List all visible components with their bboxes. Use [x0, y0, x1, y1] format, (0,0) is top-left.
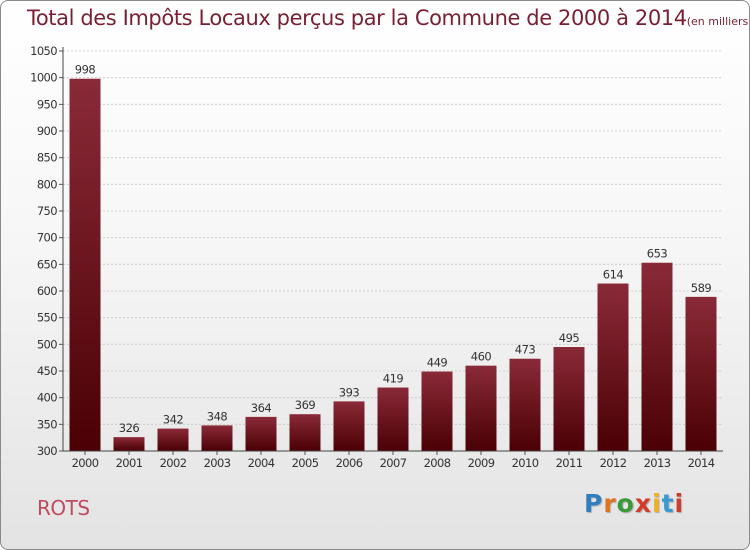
y-tick-label: 700: [37, 231, 57, 245]
data-label: 473: [515, 343, 536, 357]
data-label: 393: [339, 385, 360, 399]
x-tick-label: 2011: [556, 456, 583, 470]
y-tick-label: 350: [37, 417, 57, 431]
data-label: 653: [647, 247, 668, 261]
chart-title-text: Total des Impôts Locaux perçus par la Co…: [27, 6, 687, 30]
y-tick-label: 400: [37, 391, 57, 405]
data-label: 326: [119, 421, 140, 435]
data-label: 998: [75, 63, 96, 77]
bar-2001: [113, 437, 145, 451]
y-tick-label: 300: [37, 444, 57, 458]
commune-name: ROTS: [37, 496, 90, 520]
x-tick-label: 2010: [512, 456, 539, 470]
logo-letter: t: [661, 489, 675, 518]
bar-2012: [597, 283, 629, 451]
data-label: 589: [691, 281, 712, 295]
y-axis-ticks: 300 350 400 450 500 550 600 650 700 750 800 850 900 9…: [30, 44, 63, 458]
bar-2007: [377, 387, 409, 451]
data-label: 342: [163, 413, 184, 427]
x-tick-label: 2012: [600, 456, 627, 470]
y-tick-label: 900: [37, 124, 57, 138]
data-label: 449: [427, 356, 448, 370]
y-tick-label: 600: [37, 284, 57, 298]
grid-lines: [63, 50, 723, 452]
y-tick-label: 550: [37, 311, 57, 325]
bar-2003: [201, 425, 233, 451]
logo-letter: r: [603, 489, 617, 518]
bar-2005: [289, 414, 321, 451]
x-tick-label: 2003: [204, 456, 231, 470]
bar-2008: [421, 371, 453, 451]
x-tick-label: 2002: [160, 456, 187, 470]
y-tick-label: 450: [37, 364, 57, 378]
x-tick-label: 2014: [688, 456, 715, 470]
y-tick-label: 650: [37, 257, 57, 271]
data-label: 460: [471, 350, 492, 364]
data-label: 419: [383, 372, 404, 386]
data-label: 364: [251, 401, 272, 415]
bars: [69, 78, 717, 451]
x-tick-label: 2007: [380, 456, 407, 470]
x-tick-label: 2001: [116, 456, 143, 470]
x-tick-label: 2009: [468, 456, 495, 470]
y-tick-label: 750: [37, 204, 57, 218]
logo-letter: o: [616, 489, 635, 518]
bar-2006: [333, 401, 365, 451]
data-label: 348: [207, 409, 228, 423]
proxiti-logo: Proxiti: [584, 489, 684, 518]
y-tick-label: 1000: [30, 71, 57, 85]
logo-letter: x: [634, 489, 652, 518]
chart-title: Total des Impôts Locaux perçus par la Co…: [27, 6, 749, 30]
logo-letter: i: [652, 489, 662, 518]
logo-letter: i: [674, 489, 685, 518]
logo-letter: P: [584, 489, 604, 518]
x-axis-ticks: 2000 2001 2002 2003 2004 2005 2006 2007 2008 2009…: [72, 451, 715, 470]
bar-2002: [157, 428, 189, 451]
bar-2004: [245, 416, 277, 451]
bar-2009: [465, 365, 497, 451]
y-tick-label: 850: [37, 151, 57, 165]
y-tick-label: 950: [37, 97, 57, 111]
y-tick-label: 800: [37, 177, 57, 191]
data-label: 495: [559, 331, 580, 345]
data-label: 369: [295, 398, 316, 412]
x-tick-label: 2005: [292, 456, 319, 470]
x-tick-label: 2000: [72, 456, 99, 470]
x-tick-label: 2008: [424, 456, 451, 470]
y-tick-label: 1050: [30, 44, 57, 58]
bar-2011: [553, 347, 585, 451]
x-tick-label: 2006: [336, 456, 363, 470]
x-tick-label: 2004: [248, 456, 275, 470]
bar-2013: [641, 262, 673, 451]
data-label: 614: [603, 268, 624, 282]
bar-2000: [69, 78, 101, 451]
y-tick-label: 500: [37, 337, 57, 351]
axes: [62, 47, 723, 452]
bar-2010: [509, 358, 541, 451]
data-labels: 998 326 342 348 364 369 393 419 449 460 473 495 614 6…: [75, 63, 712, 435]
bar-2014: [685, 296, 717, 451]
x-tick-label: 2013: [644, 456, 671, 470]
chart-title-unit: (en milliers d'€): [686, 15, 749, 28]
